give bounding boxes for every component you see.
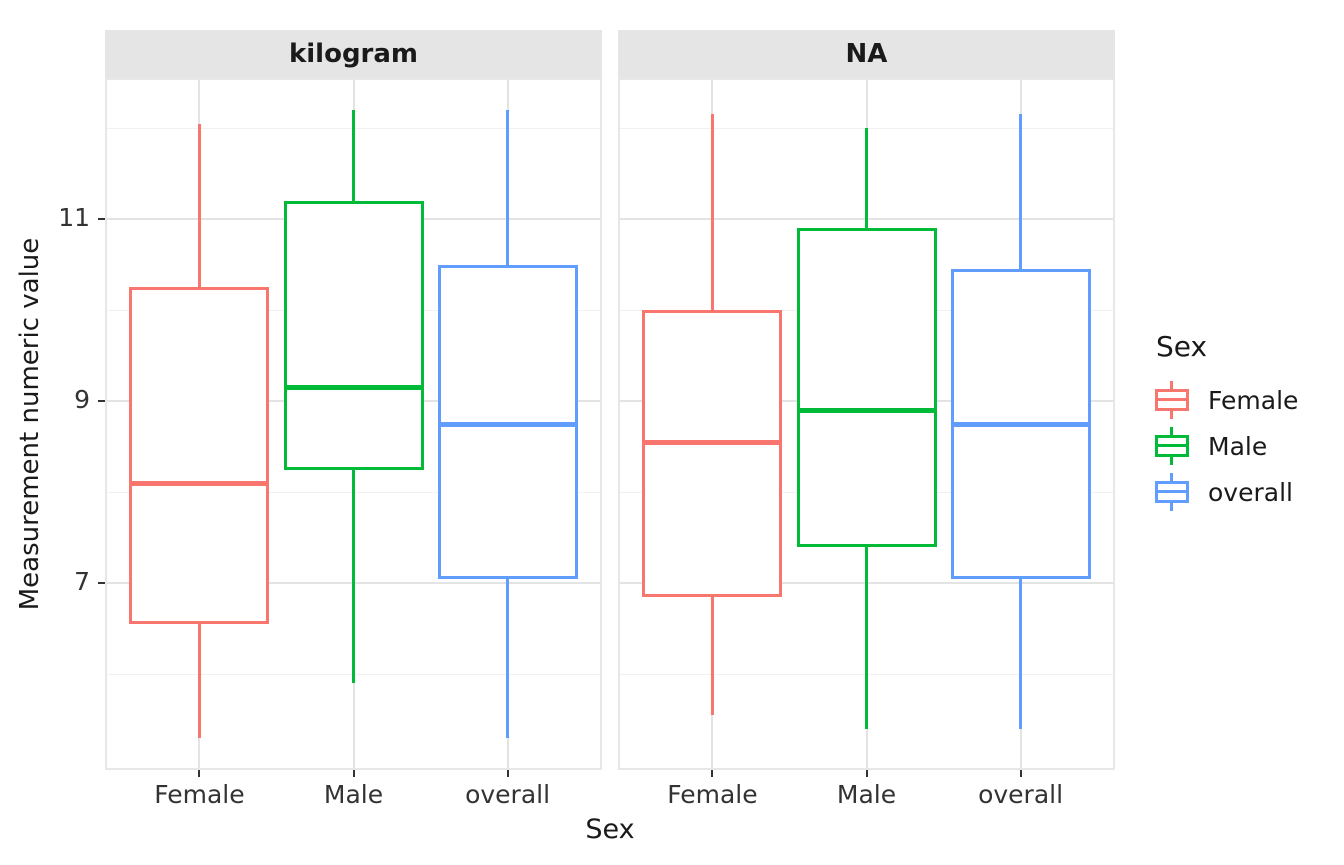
legend-key-boxplot-glyph [1152, 427, 1192, 465]
boxplot-median [437, 421, 578, 427]
boxplot-box [642, 310, 783, 597]
facet-strip: NA [618, 30, 1115, 78]
x-tick-label: Female [667, 780, 758, 809]
legend-key-whisker-bottom [1170, 457, 1173, 465]
y-tick-mark [98, 582, 105, 585]
boxplot-whisker-lower [506, 578, 510, 739]
boxplot-whisker-upper [1019, 114, 1023, 270]
boxplot-box [796, 228, 937, 547]
x-tick-mark [865, 770, 868, 777]
x-tick-label: overall [978, 780, 1064, 809]
legend-key-whisker-bottom [1170, 503, 1173, 511]
boxplot-whisker-upper [710, 114, 714, 311]
boxplot-median [796, 407, 937, 413]
y-axis-title: Measurement numeric value [15, 237, 45, 611]
boxplot-whisker-upper [352, 109, 355, 201]
boxplot-whisker-lower [352, 469, 355, 684]
legend-key-whisker-top [1170, 427, 1173, 435]
legend-key-median [1155, 398, 1189, 401]
y-tick-label: 9 [74, 385, 90, 415]
boxplot-whisker-lower [710, 597, 714, 716]
legend-key-whisker-top [1170, 473, 1173, 481]
legend: Sex Female Male overall [1152, 330, 1344, 515]
y-tick-mark [98, 218, 105, 221]
y-tick-label: 7 [74, 567, 90, 597]
x-tick-label: Female [154, 780, 245, 809]
boxplot-box [283, 200, 424, 470]
boxplot-whisker-lower [865, 546, 868, 729]
facet-strip-label: NA [845, 39, 888, 69]
boxplot-whisker-lower [1019, 578, 1023, 730]
legend-title: Sex [1156, 330, 1208, 363]
x-tick-mark [198, 770, 201, 777]
x-tick-label: Male [836, 780, 897, 809]
facet-strip-label: kilogram [288, 39, 419, 69]
boxplot-whisker-upper [506, 109, 510, 265]
boxplot-whisker-lower [197, 624, 201, 739]
legend-key-median [1155, 444, 1189, 447]
legend-entries: Female Male overall [1152, 377, 1344, 515]
legend-key-whisker-bottom [1170, 411, 1173, 419]
plot-panel [105, 78, 602, 770]
boxplot-whisker-upper [865, 128, 868, 229]
legend-key-median [1155, 490, 1189, 493]
legend-entry: overall [1152, 469, 1344, 515]
legend-entry-label: overall [1208, 477, 1293, 507]
boxplot-median [129, 480, 270, 486]
y-tick-mark [98, 400, 105, 403]
legend-entry-label: Female [1208, 385, 1299, 415]
boxplot-box [129, 287, 270, 625]
x-tick-mark [506, 770, 509, 777]
legend-key-whisker-top [1170, 381, 1173, 389]
y-tick-label: 11 [58, 203, 90, 233]
boxplot-median [642, 439, 783, 445]
legend-entry-label: Male [1208, 431, 1268, 461]
legend-entry: Female [1152, 377, 1344, 423]
x-axis-title: Sex [585, 814, 635, 845]
boxplot-median [283, 385, 424, 391]
plot-panel [618, 78, 1115, 770]
boxplot-median [950, 421, 1091, 427]
x-tick-mark [711, 770, 714, 777]
x-tick-mark [1019, 770, 1022, 777]
legend-key-boxplot-glyph [1152, 473, 1192, 511]
x-tick-label: Male [323, 780, 384, 809]
boxplot-whisker-upper [197, 123, 201, 288]
legend-key-boxplot-glyph [1152, 381, 1192, 419]
legend-entry: Male [1152, 423, 1344, 469]
facet-strip: kilogram [105, 30, 602, 78]
x-tick-mark [352, 770, 355, 777]
x-tick-label: overall [465, 780, 551, 809]
